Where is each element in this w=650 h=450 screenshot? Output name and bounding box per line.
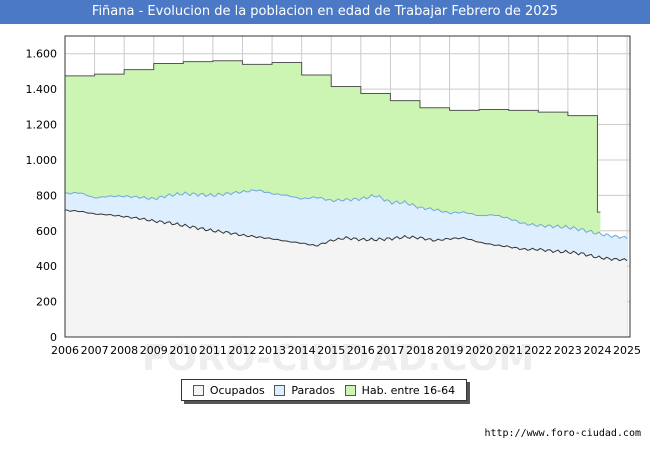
- x-tick-label: 2016: [347, 344, 375, 357]
- y-tick-label: 400: [36, 260, 57, 273]
- x-tick-label: 2014: [288, 344, 316, 357]
- x-tick-label: 2011: [199, 344, 227, 357]
- x-tick-label: 2017: [376, 344, 404, 357]
- line-ocupados: [64, 209, 628, 262]
- x-tick-label: 2008: [110, 344, 138, 357]
- x-tick-label: 2022: [524, 344, 552, 357]
- chart-title: Fiñana - Evolucion de la poblacion en ed…: [0, 0, 650, 24]
- legend-label-ocupados: Ocupados: [209, 383, 265, 397]
- legend-item-parados: Parados: [274, 384, 335, 397]
- x-tick-label: 2020: [465, 344, 493, 357]
- watermark-text: FORO-CIUDAD.COM: [142, 338, 534, 379]
- y-tick-label: 0: [50, 331, 57, 344]
- x-tick-label: 2015: [317, 344, 345, 357]
- x-tick-label: 2007: [81, 344, 109, 357]
- legend-item-ocupados: Ocupados: [192, 383, 265, 397]
- legend-label-hab: Hab. entre 16-64: [361, 383, 456, 397]
- y-tick-label: 200: [36, 296, 57, 309]
- area-ocupados: [65, 209, 628, 337]
- plot-frame: [64, 35, 631, 338]
- x-tick-label: 2009: [140, 344, 168, 357]
- x-tick-label: 2025: [613, 344, 641, 357]
- y-tick-label: 1.400: [26, 83, 58, 96]
- x-tick-label: 2006: [51, 344, 79, 357]
- y-tick-label: 1.200: [26, 119, 58, 132]
- y-tick-label: 1.600: [26, 48, 58, 61]
- y-tick-label: 1.000: [26, 154, 58, 167]
- legend-item-hab: Hab. entre 16-64: [344, 383, 456, 397]
- area-series: [64, 60, 628, 337]
- x-tick-label: 2019: [436, 344, 464, 357]
- legend-label-parados: Parados: [291, 383, 335, 397]
- x-tick-label: 2024: [583, 344, 611, 357]
- x-tick-label: 2012: [228, 344, 256, 357]
- y-axis: 0 200 400 600 800 1.000 1.200 1.400 1.600: [26, 48, 58, 344]
- line-parados: [64, 189, 628, 240]
- y-tick-label: 600: [36, 225, 57, 238]
- line-hab: [65, 60, 601, 213]
- legend-swatch-parados: [274, 384, 286, 396]
- x-axis: 2006 2007 2008 2009 2010 2011 2012 2013 2014 2015…: [51, 344, 641, 357]
- legend: Ocupados Parados Hab. entre 16-64: [181, 379, 467, 401]
- x-tick-label: 2023: [554, 344, 582, 357]
- legend-swatch-ocupados: [192, 384, 204, 396]
- source-link[interactable]: http://www.foro-ciudad.com: [484, 428, 641, 439]
- y-tick-label: 800: [36, 189, 57, 202]
- x-tick-label: 2021: [495, 344, 523, 357]
- x-tick-label: 2010: [169, 344, 197, 357]
- legend-swatch-hab: [344, 384, 356, 396]
- x-tick-label: 2013: [258, 344, 286, 357]
- x-tick-label: 2018: [406, 344, 434, 357]
